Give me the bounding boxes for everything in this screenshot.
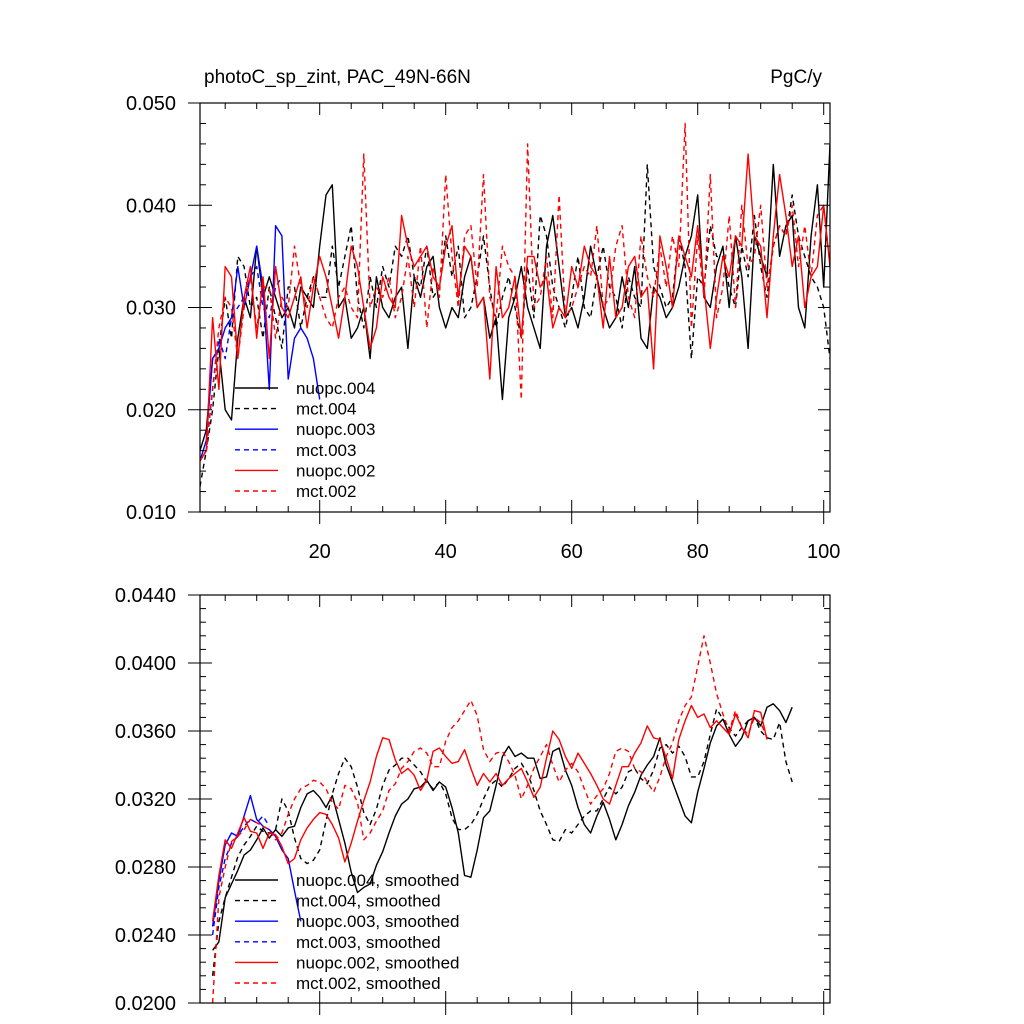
legend-label: nuopc.002 (296, 461, 375, 480)
series-line-mct-003-smoothed (211, 815, 270, 936)
x-tick-label: 60 (561, 541, 583, 563)
legend-label: mct.002, smoothed (296, 974, 441, 993)
y-tick-label: 0.0400 (115, 653, 176, 675)
legend-label: mct.004, smoothed (296, 892, 441, 911)
legend-label: nuopc.004 (296, 379, 375, 398)
x-tick-label: 80 (687, 541, 709, 563)
y-tick-label: 0.0240 (115, 925, 176, 947)
y-tick-label: 0.010 (126, 502, 176, 524)
series-line-nuopc-003 (200, 224, 321, 462)
legend-label: nuopc.004, smoothed (296, 871, 460, 890)
legend-label: nuopc.003, smoothed (296, 912, 460, 931)
series-line-mct-004-smoothed (211, 708, 793, 976)
y-tick-label: 0.0200 (115, 993, 176, 1015)
legend-label: mct.004 (296, 400, 356, 419)
x-tick-label: 100 (807, 541, 840, 563)
legend-label: mct.003 (296, 441, 356, 460)
series-line-mct-002 (200, 122, 830, 462)
chart-title: photoC_sp_zint, PAC_49N-66N (204, 67, 471, 88)
x-tick-label: 20 (309, 541, 331, 563)
series-line-mct-002-smoothed (211, 635, 768, 1003)
y-tick-label: 0.040 (126, 195, 176, 217)
y-tick-label: 0.0280 (115, 857, 176, 879)
legend-label: mct.002 (296, 482, 356, 501)
series-line-nuopc-003-smoothed (211, 794, 302, 927)
y-tick-label: 0.020 (126, 400, 176, 422)
x-tick-label: 40 (435, 541, 457, 563)
legend-label: mct.003, smoothed (296, 933, 441, 952)
y-tick-label: 0.030 (126, 298, 176, 320)
legend-label: nuopc.002, smoothed (296, 953, 460, 972)
y-tick-label: 0.0440 (115, 585, 176, 607)
chart-units: PgC/y (770, 67, 822, 88)
series-line-nuopc-004-smoothed (212, 703, 793, 951)
y-tick-label: 0.0360 (115, 721, 176, 743)
y-tick-label: 0.050 (126, 93, 176, 115)
y-tick-label: 0.0320 (115, 789, 176, 811)
series-line-nuopc-002-smoothed (211, 704, 768, 922)
legend-label: nuopc.003 (296, 420, 375, 439)
